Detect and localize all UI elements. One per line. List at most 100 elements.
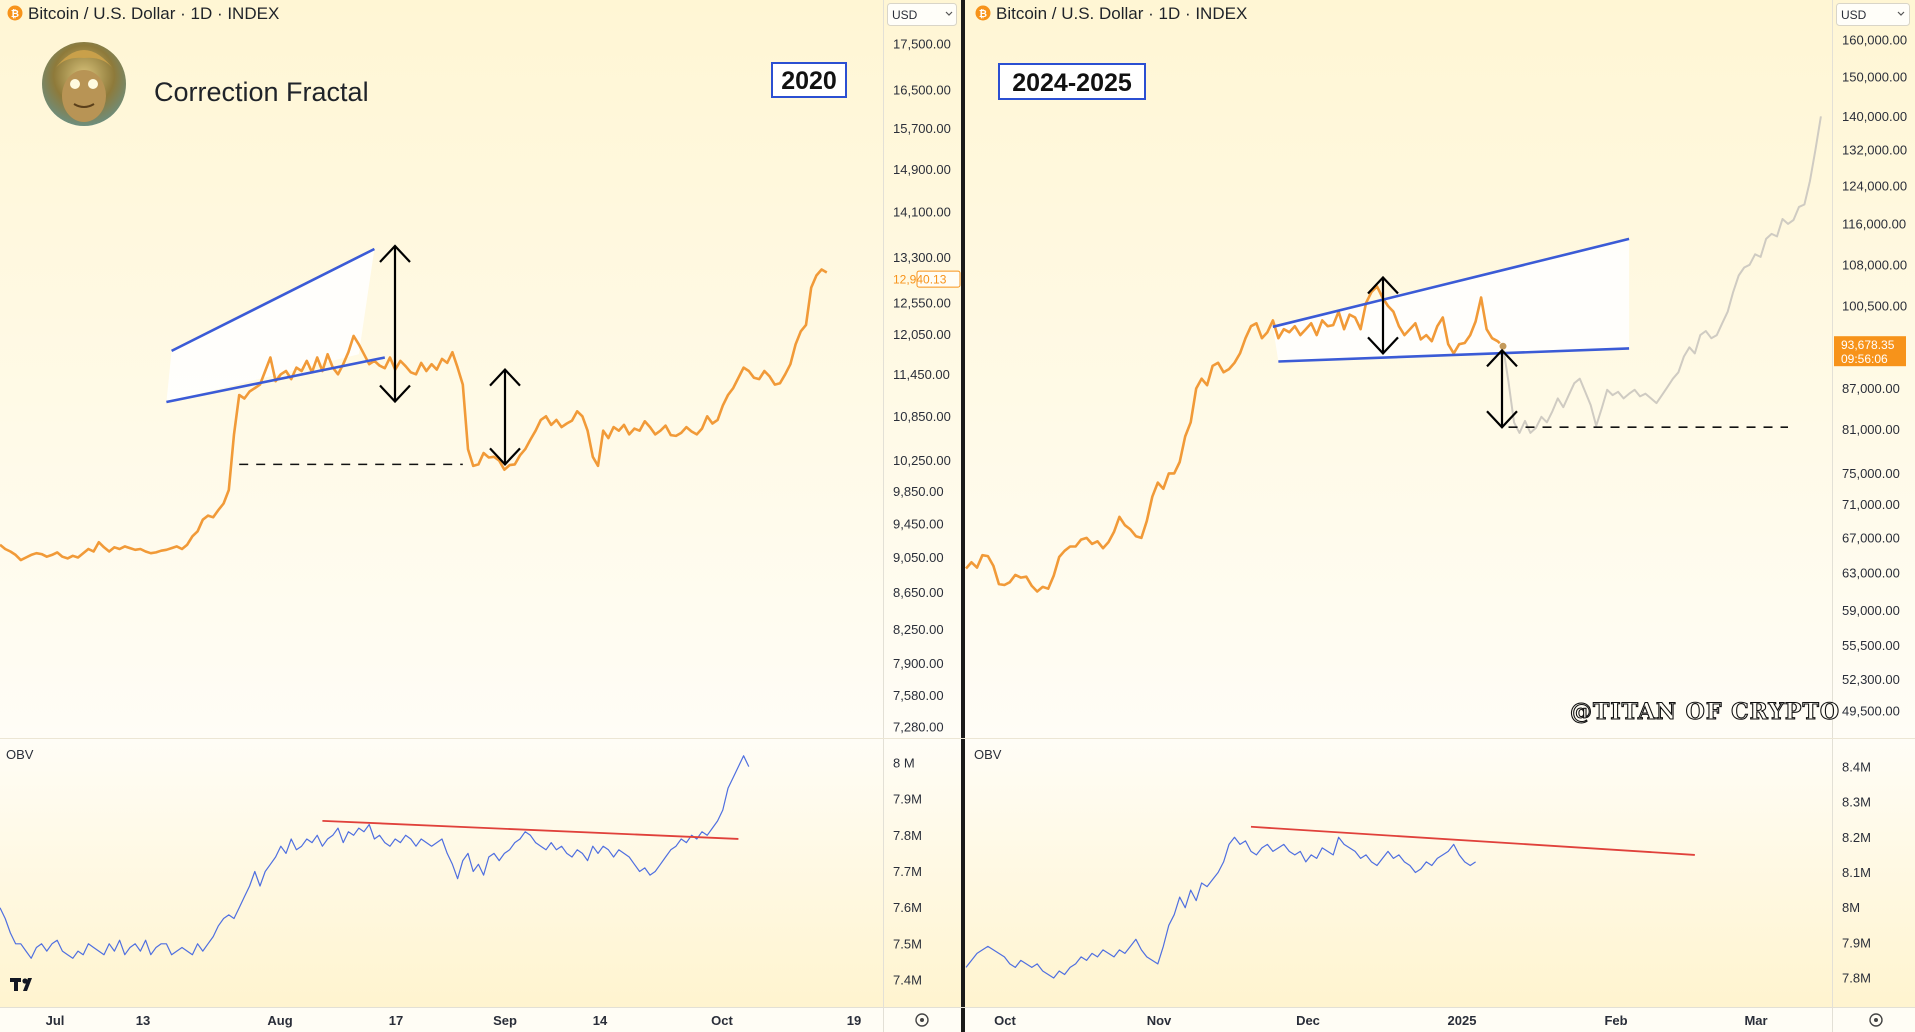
left-price-tick-label: 16,500.00 <box>893 82 951 97</box>
right-price-tick-label: 87,000.00 <box>1842 381 1900 396</box>
right-year-label: 2024-2025 <box>1012 69 1132 97</box>
chevron-down-icon <box>945 11 953 16</box>
left-price-tick-label: 12,550.00 <box>893 295 951 310</box>
avatar-eye-icon <box>70 79 80 89</box>
left-date-tick-label: 17 <box>389 1013 403 1028</box>
right-obv-tick-label: 8.2M <box>1842 830 1871 845</box>
right-price-tick-label: 49,500.00 <box>1842 704 1900 719</box>
watermark: @TITAN OF CRYPTO <box>1570 699 1840 725</box>
left-date-tick-label: Aug <box>267 1013 292 1028</box>
left-price-tick-label: 17,500.00 <box>893 37 951 52</box>
right-price-tick-label: 67,000.00 <box>1842 530 1900 545</box>
left-obv-tick-label: 7.4M <box>893 973 922 988</box>
avatar-mouth-icon <box>73 103 95 108</box>
left-header: ₿ Bitcoin / U.S. Dollar · 1D · INDEX <box>7 4 279 23</box>
bitcoin-icon-glyph: ₿ <box>11 8 19 20</box>
avatar-eye-icon <box>88 79 98 89</box>
avatar <box>42 42 126 126</box>
bitcoin-icon-glyph: ₿ <box>979 8 987 20</box>
right-price-tick-label: 75,000.00 <box>1842 466 1900 481</box>
left-obv-tick-label: 7.9M <box>893 792 922 807</box>
right-price-tick-label: 81,000.00 <box>1842 422 1900 437</box>
gear-icon <box>915 1013 929 1027</box>
left-price-tick-label: 8,250.00 <box>893 622 944 637</box>
right-price-tick-label: 63,000.00 <box>1842 566 1900 581</box>
right-last-price-marker <box>1498 341 1508 351</box>
left-price-tick-label: 7,900.00 <box>893 656 944 671</box>
left-price-plot <box>0 244 828 562</box>
right-obv-tick-label: 7.9M <box>1842 935 1871 950</box>
axes: 17,500.00 16,500.00 15,700.00 14,900.00 14,1… <box>46 33 1907 1029</box>
right-date-tick-label: Nov <box>1147 1013 1172 1028</box>
left-obv-tick-label: 7.5M <box>893 936 922 951</box>
right-obv-tick-label: 8.1M <box>1842 865 1871 880</box>
right-symbol-title[interactable]: Bitcoin / U.S. Dollar · 1D · INDEX <box>996 4 1247 23</box>
right-price-tick-label: 140,000.00 <box>1842 109 1907 124</box>
left-date-tick-label: Oct <box>711 1013 733 1028</box>
left-obv-tick-label: 7.7M <box>893 864 922 879</box>
right-channel-lower-line <box>1278 347 1630 363</box>
right-price-tick-label: 100,500.00 <box>1842 299 1907 314</box>
left-obv-resistance-line <box>322 819 739 840</box>
left-currency-selector[interactable]: USD <box>887 3 957 26</box>
right-obv-plot <box>965 825 1695 979</box>
panel-divider <box>961 0 965 1032</box>
right-price-tick-label: 132,000.00 <box>1842 143 1907 158</box>
left-year-box <box>771 62 847 98</box>
right-price-tick-label: 52,300.00 <box>1842 672 1900 687</box>
right-projection-line <box>1502 116 1822 434</box>
left-price-tick-label: 7,580.00 <box>893 688 944 703</box>
right-obv-tick-label: 8M <box>1842 900 1860 915</box>
right-price-tick-label: 150,000.00 <box>1842 69 1907 84</box>
right-date-tick-label: Oct <box>994 1013 1016 1028</box>
tradingview-logo-icon[interactable] <box>10 978 32 991</box>
left-price-tick-label: 14,900.00 <box>893 162 951 177</box>
right-date-tick-label: Mar <box>1744 1013 1767 1028</box>
chart-title: Correction Fractal <box>154 77 369 107</box>
left-price-tick-label: 9,450.00 <box>893 516 944 531</box>
right-price-tick-label: 160,000.00 <box>1842 33 1907 48</box>
left-obv-label: OBV <box>6 747 34 762</box>
left-obv-tick-label: 7.6M <box>893 900 922 915</box>
right-date-tick-label: Feb <box>1604 1013 1627 1028</box>
currency-label: USD <box>892 8 918 22</box>
left-price-tick-label: 12,050.00 <box>893 327 951 342</box>
right-wedge-fill <box>1272 238 1630 362</box>
left-price-tick-label: 9,050.00 <box>893 550 944 565</box>
right-date-tick-label: Dec <box>1296 1013 1320 1028</box>
right-last-price-label: 93,678.35 <box>1841 338 1895 352</box>
left-last-price-tag <box>916 270 961 288</box>
right-price-tick-label: 116,000.00 <box>1842 216 1906 231</box>
left-price-tick-label: 13,300.00 <box>893 250 951 265</box>
left-measured-move-arrow <box>489 367 521 466</box>
left-price-tick-label: 9,850.00 <box>893 484 944 499</box>
left-date-tick-label: 19 <box>847 1013 861 1028</box>
left-price-tick-label: 8,650.00 <box>893 585 944 600</box>
left-obv-tick-label: 7.8M <box>893 828 922 843</box>
left-channel-lower-line <box>166 356 386 404</box>
right-price-tick-label: 59,000.00 <box>1842 603 1900 618</box>
right-obv-label: OBV <box>974 747 1002 762</box>
right-date-tick-label: 2025 <box>1448 1013 1477 1028</box>
avatar-hair-icon <box>54 50 114 70</box>
left-price-tick-label: 10,850.00 <box>893 409 951 424</box>
left-price-tick-label: 14,100.00 <box>893 205 951 220</box>
right-header: ₿ Bitcoin / U.S. Dollar · 1D · INDEX <box>975 4 1247 23</box>
left-date-tick-label: Jul <box>46 1013 65 1028</box>
left-symbol-title[interactable]: Bitcoin / U.S. Dollar · 1D · INDEX <box>28 4 279 23</box>
right-currency-selector[interactable]: USD <box>1836 3 1910 26</box>
left-axis-settings-button[interactable] <box>915 1013 929 1027</box>
bitcoin-icon <box>7 5 23 21</box>
left-date-tick-label: 14 <box>593 1013 608 1028</box>
right-wedge-height-arrow <box>1367 275 1399 356</box>
right-axis-settings-button[interactable] <box>1869 1013 1883 1027</box>
right-obv-tick-label: 8.4M <box>1842 760 1871 775</box>
right-obv-line <box>965 836 1476 979</box>
left-obv-plot <box>0 755 750 959</box>
right-obv-tick-label: 7.8M <box>1842 971 1871 986</box>
right-price-tick-label: 124,000.00 <box>1842 178 1907 193</box>
left-wedge-fill <box>166 249 375 402</box>
left-wedge-height-arrow <box>379 244 411 404</box>
bitcoin-icon <box>975 5 991 21</box>
